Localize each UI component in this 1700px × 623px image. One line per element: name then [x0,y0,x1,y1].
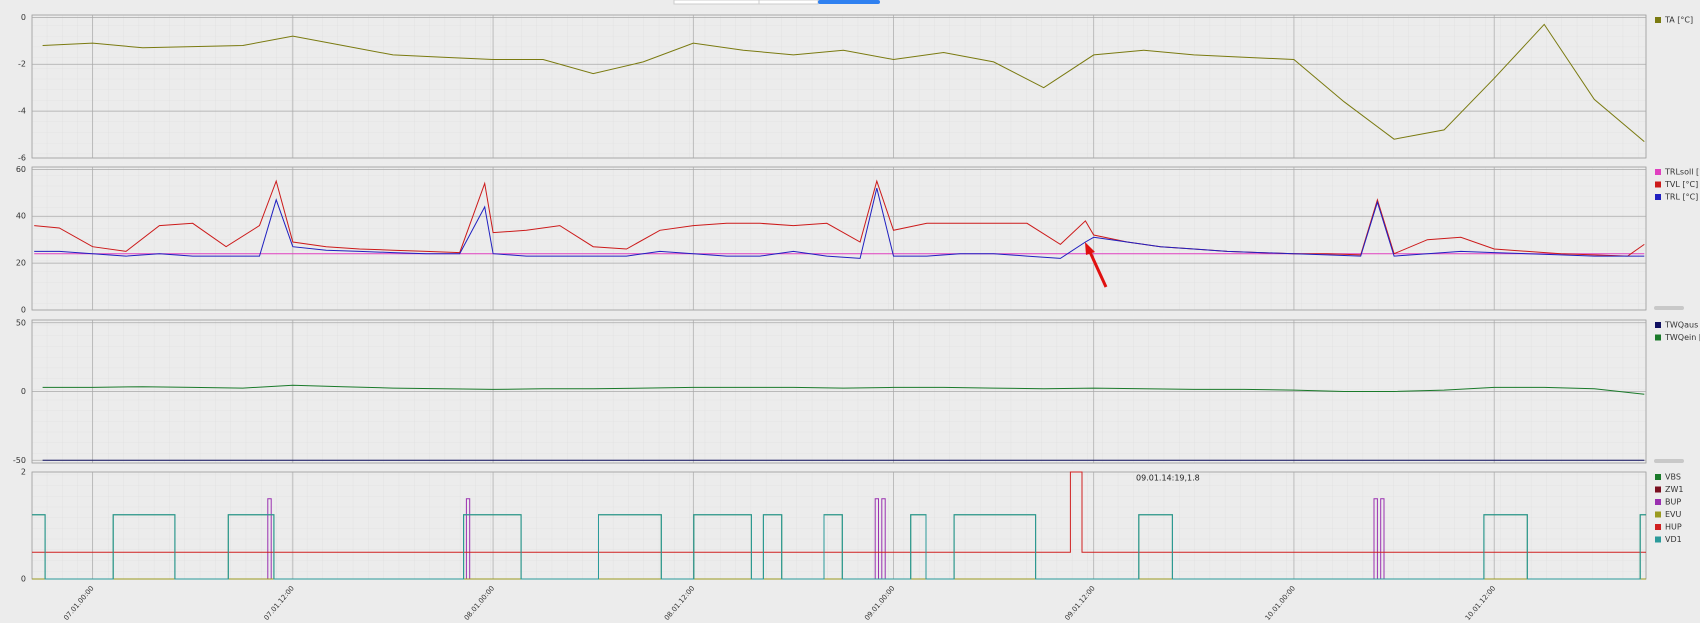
y-tick-label: 40 [16,212,26,221]
y-tick-label: -6 [18,154,26,163]
legend-swatch [1655,194,1661,200]
legend-label: VD1 [1665,535,1682,544]
series-step [32,514,1646,580]
legend-label: HUP [1665,523,1682,532]
y-tick-label: -4 [18,107,26,116]
tab-active[interactable] [818,0,880,4]
legend: TA [°C] [1655,16,1693,25]
y-tick-label: 0 [21,575,26,584]
y-tick-label: 50 [16,318,26,327]
legend-label: TRLsoll [° [1664,168,1700,177]
scrollbar[interactable] [1654,306,1684,310]
scrollbar[interactable] [1654,459,1684,463]
y-tick-label: -50 [13,456,26,465]
legend-label: TWQein [° [1664,333,1700,342]
legend-label: VBS [1665,473,1681,482]
legend-swatch [1655,474,1661,480]
tab[interactable] [673,0,760,5]
legend-label: EVU [1665,510,1682,519]
series-line [34,179,1645,257]
series-line [42,23,1645,142]
legend-swatch [1655,169,1661,175]
legend-label: TVL [°C] [1664,180,1698,189]
y-tick-label: -2 [18,60,26,69]
legend-label: TA [°C] [1664,16,1693,25]
plot-area [31,14,1647,159]
legend-label: ZW1 [1665,485,1683,494]
legend: TRLsoll [° TVL [°C] TRL [°C] [1655,168,1700,202]
legend-swatch [1655,524,1661,530]
legend-swatch [1655,334,1661,341]
y-tick-label: 0 [21,306,26,315]
y-tick-label: 0 [21,13,26,22]
legend-label: BUP [1665,498,1681,507]
legend: TWQaus [ TWQein [° [1655,321,1700,342]
legend-swatch [1655,181,1661,188]
legend-swatch [1655,499,1661,505]
legend-label: TWQaus [ [1664,321,1700,330]
tab[interactable] [758,0,819,5]
legend-swatch [1655,486,1661,493]
y-tick-label: 0 [21,387,26,396]
legend-swatch [1655,511,1661,518]
plot-area [31,166,1647,311]
y-tick-label: 60 [16,165,26,174]
arrow [1085,242,1108,288]
legend-label: TRL [°C] [1664,193,1698,202]
legend-swatch [1655,536,1661,543]
annotation: 09.01.14:19,1.8 [1136,474,1200,483]
y-tick-label: 20 [16,259,26,268]
series-line [42,384,1645,395]
legend-swatch [1655,17,1661,23]
legend-swatch [1655,322,1661,328]
legend: VBS ZW1 BUP EVU HUP VD1 [1655,473,1683,544]
series-line [34,187,1645,259]
y-tick-label: 2 [21,468,26,477]
